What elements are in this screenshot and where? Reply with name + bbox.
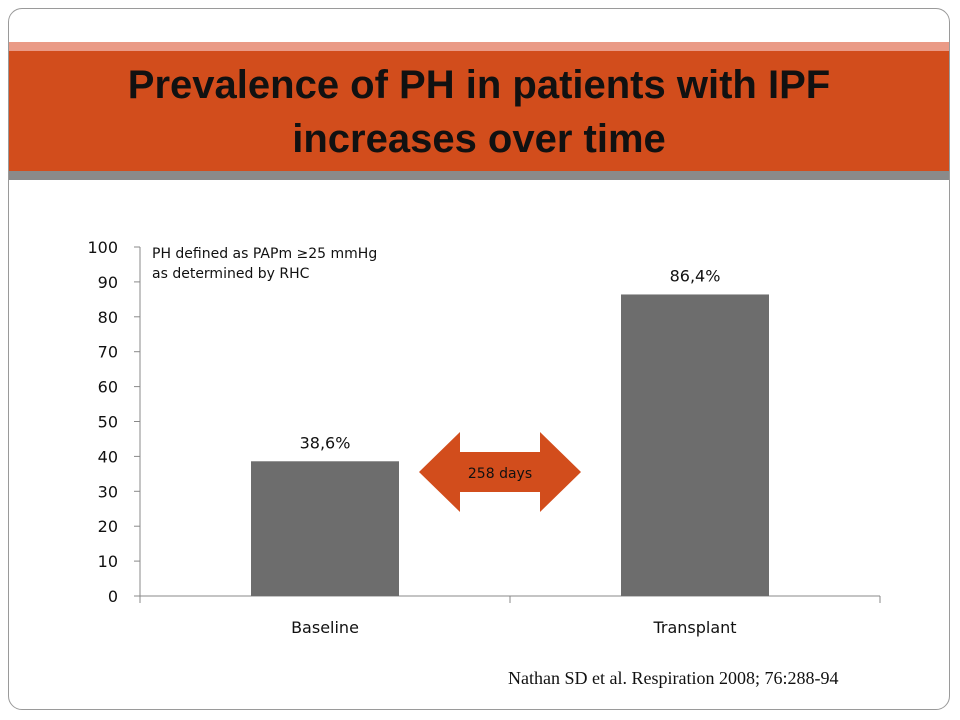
duration-arrow: 258 days [419, 432, 581, 512]
y-tick-label: 50 [98, 413, 118, 432]
definition-note-line-1: PH defined as PAPm ≥25 mmHg [152, 246, 378, 262]
x-category-label: Baseline [291, 618, 359, 637]
bar-baseline [251, 461, 399, 596]
y-tick-label: 40 [98, 447, 118, 466]
y-axis: 0 10 20 30 40 50 60 70 80 90 100 [87, 238, 141, 606]
data-label: 86,4% [670, 266, 721, 285]
double-arrow-icon [419, 432, 581, 512]
definition-note: PH defined as PAPm ≥25 mmHg as determine… [152, 244, 442, 284]
x-category-label: Transplant [652, 618, 736, 637]
citation: Nathan SD et al. Respiration 2008; 76:28… [508, 668, 839, 688]
bars: 38,6% 86,4% [251, 266, 769, 596]
title-band: Prevalence of PH in patients with IPF in… [9, 51, 949, 171]
y-tick-label: 30 [98, 482, 118, 501]
y-tick-label: 80 [98, 308, 118, 327]
y-tick-label: 90 [98, 273, 118, 292]
data-label: 38,6% [300, 433, 351, 452]
title-accent-stripe [9, 42, 949, 51]
y-tick-label: 70 [98, 343, 118, 362]
slide-title: Prevalence of PH in patients with IPF in… [127, 63, 831, 161]
duration-label: 258 days [468, 466, 532, 482]
x-axis: Baseline Transplant [139, 595, 881, 637]
y-tick-label: 100 [87, 238, 118, 257]
y-tick-label: 0 [108, 587, 118, 606]
y-tick-label: 10 [98, 552, 118, 571]
bar-transplant [621, 294, 769, 596]
y-tick-label: 20 [98, 517, 118, 536]
y-tick-label: 60 [98, 378, 118, 397]
title-rule [9, 171, 949, 180]
slide-frame: Prevalence of PH in patients with IPF in… [8, 8, 950, 710]
definition-note-line-2: as determined by RHC [152, 266, 310, 282]
